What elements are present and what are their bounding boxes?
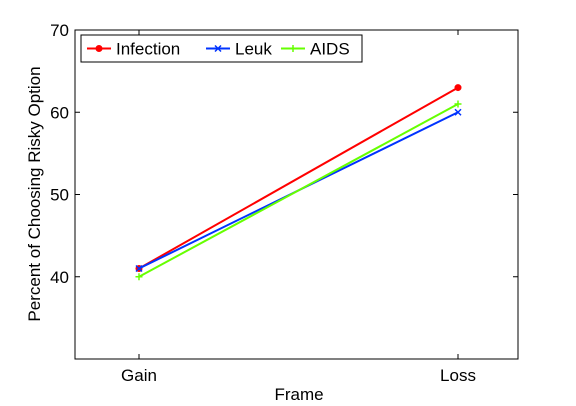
series-infection	[135, 84, 462, 273]
x-axis-label: Frame	[274, 385, 323, 404]
data-point-infection	[454, 84, 462, 92]
legend-label-infection: Infection	[116, 40, 180, 59]
legend-item-aids: AIDS	[281, 40, 350, 59]
legend-marker-aids	[289, 45, 297, 52]
legend: Infection Leuk AIDS	[80, 34, 363, 63]
plot-frame	[74, 29, 519, 360]
data-point-aids	[135, 273, 143, 281]
y-tick-label: 70	[50, 21, 69, 40]
data-point-leuk	[135, 264, 143, 273]
legend-item-leuk: Leuk	[206, 40, 272, 59]
y-tick-label: 60	[50, 103, 69, 122]
y-tick-label: 50	[50, 186, 69, 205]
data-point-aids	[454, 100, 462, 108]
x-tick-label: Gain	[121, 366, 157, 385]
legend-item-infection: Infection	[87, 40, 180, 59]
y-tick-label: 40	[50, 268, 69, 287]
y-axis-label: Percent of Choosing Risky Option	[25, 66, 44, 321]
legend-label-aids: AIDS	[310, 40, 350, 59]
data-point-leuk	[454, 108, 462, 116]
series-line-infection	[138, 86, 459, 270]
x-tick-label: Loss	[440, 366, 476, 385]
legend-marker-infection	[95, 45, 103, 52]
series-aids	[135, 100, 462, 281]
legend-label-leuk: Leuk	[235, 40, 272, 59]
series-line-aids	[138, 103, 459, 278]
legend-marker-leuk	[214, 44, 222, 53]
